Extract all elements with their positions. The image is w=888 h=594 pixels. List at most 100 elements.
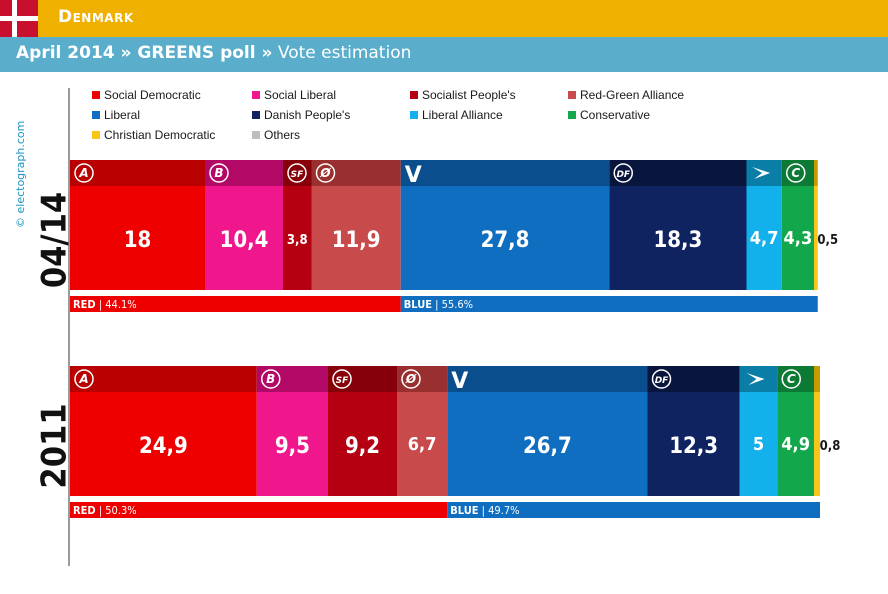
legend-swatch — [92, 131, 100, 139]
country-title: Denmark — [58, 7, 134, 27]
party-logo-letter: DF — [616, 170, 630, 180]
legend-item: Liberal — [92, 108, 140, 126]
party-logo-letter: DF — [655, 376, 669, 386]
party-logo-strip — [70, 160, 205, 186]
value-label: 18 — [124, 228, 152, 253]
legend-label: Danish People's — [264, 108, 351, 122]
party-logo-icon — [786, 163, 806, 183]
party-logo-letter: SF — [336, 376, 349, 386]
legend-item: Social Liberal — [252, 88, 336, 106]
bloc-bar — [400, 296, 818, 312]
value-label: 9,2 — [345, 434, 380, 459]
party-bar — [447, 392, 648, 496]
legend-item: Liberal Alliance — [410, 108, 503, 126]
party-logo-letter: SF — [291, 170, 304, 180]
denmark-flag-icon — [0, 0, 38, 37]
legend-item: Danish People's — [252, 108, 350, 126]
row-label: 04/14 — [35, 192, 75, 288]
party-logo-icon — [74, 163, 94, 183]
value-label: 10,4 — [220, 228, 269, 253]
party-logo-icon — [401, 369, 421, 389]
legend-label: Social Liberal — [264, 88, 337, 102]
value-label: 3,8 — [287, 233, 308, 248]
party-logo-strip — [814, 160, 818, 186]
legend-item: Conservative — [568, 108, 650, 126]
legend-item: Social Democratic — [92, 88, 201, 106]
subtitle-bar: April 2014 » GREENS poll » Vote estimati… — [0, 37, 888, 72]
value-label: 9,5 — [275, 434, 310, 459]
legend-swatch — [568, 111, 576, 119]
party-logo-icon — [209, 163, 229, 183]
party-bar — [311, 186, 401, 290]
legend-label: Liberal — [104, 108, 141, 122]
header-bar: Denmark — [0, 0, 888, 37]
party-bar — [328, 392, 397, 496]
bloc-label: RED | 50.3% — [73, 504, 137, 517]
value-label: 5 — [753, 434, 764, 455]
party-bar — [647, 392, 740, 496]
value-label: 6,7 — [408, 434, 437, 455]
bloc-bar — [70, 502, 448, 518]
legend-swatch — [92, 91, 100, 99]
party-bar — [777, 392, 814, 496]
value-label: 24,9 — [139, 434, 188, 459]
legend-label: Socialist People's — [422, 88, 516, 102]
party-logo-strip — [814, 366, 820, 392]
chart-subtitle: April 2014 » GREENS poll » Vote estimati… — [16, 43, 411, 63]
legend-swatch — [252, 131, 260, 139]
bloc-label: BLUE | 55.6% — [404, 298, 473, 311]
subtitle-poll: April 2014 » GREENS poll » — [16, 43, 273, 63]
party-bar — [400, 186, 610, 290]
party-bar — [739, 392, 778, 496]
swallow-icon — [752, 167, 771, 179]
legend-label: Christian Democratic — [104, 128, 216, 142]
party-logo-strip — [70, 366, 257, 392]
party-logo-letter: C — [791, 166, 800, 180]
bloc-bar — [70, 296, 401, 312]
party-logo-strip — [397, 366, 448, 392]
party-logo-icon — [261, 369, 281, 389]
bloc-bar — [447, 502, 820, 518]
legend-swatch — [252, 91, 260, 99]
legend-swatch — [252, 111, 260, 119]
legend-label: Liberal Alliance — [422, 108, 503, 122]
party-bar — [746, 186, 782, 290]
party-logo-icon — [781, 369, 801, 389]
swallow-icon — [746, 373, 765, 385]
party-bar — [609, 186, 747, 290]
value-label: 0,8 — [820, 439, 841, 454]
party-logo-letter: B — [266, 372, 275, 386]
value-label: 27,8 — [481, 228, 530, 253]
row-label: 2011 — [35, 403, 75, 488]
party-bar — [781, 186, 814, 290]
party-bar — [814, 186, 818, 290]
value-label: 4,9 — [781, 434, 810, 455]
party-bar — [70, 186, 205, 290]
legend: Social Democratic Social Liberal Socialist… — [92, 88, 732, 148]
legend-item: Christian Democratic — [92, 128, 215, 146]
party-logo-icon: V — [405, 163, 422, 188]
legend-swatch — [92, 111, 100, 119]
party-bar — [70, 392, 257, 496]
party-bar — [283, 186, 312, 290]
value-label: 0,5 — [817, 233, 838, 248]
legend-item: Others — [252, 128, 300, 146]
legend-label: Red-Green Alliance — [580, 88, 685, 102]
bloc-label: BLUE | 49.7% — [450, 504, 519, 517]
legend-swatch — [410, 91, 418, 99]
party-logo-letter: B — [214, 166, 223, 180]
party-logo-icon — [74, 369, 94, 389]
value-label: 18,3 — [653, 228, 702, 253]
party-logo-strip — [400, 160, 610, 186]
bloc-label: RED | 44.1% — [73, 298, 137, 311]
legend-label: Social Democratic — [104, 88, 201, 102]
party-logo-icon — [613, 163, 633, 183]
party-logo-letter: A — [78, 372, 88, 386]
value-label: 4,3 — [784, 228, 813, 249]
party-logo-letter: Ø — [319, 166, 331, 180]
legend-label: Conservative — [580, 108, 651, 122]
party-bar — [397, 392, 448, 496]
subtitle-type: Vote estimation — [272, 43, 412, 63]
value-label: 26,7 — [523, 434, 572, 459]
